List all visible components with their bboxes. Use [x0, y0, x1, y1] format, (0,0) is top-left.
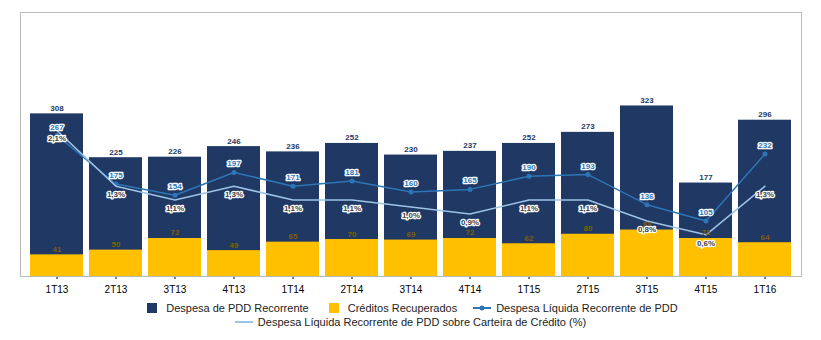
svg-text:230: 230 — [404, 145, 418, 154]
svg-text:0,8%: 0,8% — [638, 225, 656, 234]
svg-text:3T14: 3T14 — [400, 284, 423, 295]
svg-text:80: 80 — [584, 224, 593, 233]
svg-text:0,6%: 0,6% — [697, 238, 715, 247]
svg-text:65: 65 — [289, 232, 298, 241]
svg-text:70: 70 — [348, 230, 357, 239]
svg-text:177: 177 — [699, 173, 713, 182]
svg-text:165: 165 — [463, 176, 477, 185]
svg-text:50: 50 — [112, 240, 121, 249]
svg-text:232: 232 — [758, 141, 772, 150]
html-text:Despesa Líquida Recorrente de: Despesa Líquida Recorrente de PDD — [496, 302, 678, 314]
svg-text:273: 273 — [581, 122, 595, 131]
html-text:Créditos Recuperados: Créditos Recuperados — [347, 302, 458, 314]
svg-text:4T13: 4T13 — [223, 284, 246, 295]
svg-text:246: 246 — [227, 137, 241, 146]
svg-text:1,0%: 1,0% — [402, 211, 420, 220]
svg-text:72: 72 — [702, 228, 711, 237]
svg-text:1,1%: 1,1% — [284, 204, 302, 213]
svg-text:69: 69 — [407, 230, 416, 239]
svg-text:136: 136 — [640, 192, 654, 201]
svg-text:4T15: 4T15 — [695, 284, 718, 295]
svg-text:72: 72 — [171, 228, 180, 237]
svg-text:1T15: 1T15 — [518, 284, 541, 295]
svg-text:105: 105 — [699, 208, 713, 217]
svg-text:2T13: 2T13 — [105, 284, 128, 295]
svg-text:1,1%: 1,1% — [166, 204, 184, 213]
svg-text:2T15: 2T15 — [577, 284, 600, 295]
svg-text:1,3%: 1,3% — [107, 190, 125, 199]
svg-text:72: 72 — [466, 228, 475, 237]
svg-text:160: 160 — [404, 179, 418, 188]
svg-text:64: 64 — [761, 233, 770, 242]
svg-text:41: 41 — [53, 245, 62, 254]
svg-text:171: 171 — [286, 173, 300, 182]
svg-text:193: 193 — [581, 162, 595, 171]
svg-text:236: 236 — [286, 142, 300, 151]
svg-text:190: 190 — [522, 163, 536, 172]
svg-text:323: 323 — [640, 96, 654, 105]
svg-text:62: 62 — [525, 234, 534, 243]
svg-text:226: 226 — [168, 147, 182, 156]
svg-text:252: 252 — [345, 133, 359, 142]
svg-text:3T13: 3T13 — [164, 284, 187, 295]
svg-text:225: 225 — [109, 148, 123, 157]
svg-text:181: 181 — [345, 168, 359, 177]
svg-text:1T14: 1T14 — [282, 284, 305, 295]
svg-text:197: 197 — [227, 159, 241, 168]
svg-text:1,1%: 1,1% — [579, 204, 597, 213]
svg-text:2T14: 2T14 — [341, 284, 364, 295]
svg-text:252: 252 — [522, 133, 536, 142]
svg-text:2,1%: 2,1% — [48, 134, 66, 143]
svg-text:1,1%: 1,1% — [520, 204, 538, 213]
svg-text:0,9%: 0,9% — [461, 218, 479, 227]
svg-text:1,1%: 1,1% — [343, 204, 361, 213]
svg-text:1,3%: 1,3% — [225, 190, 243, 199]
svg-text:3T15: 3T15 — [636, 284, 659, 295]
svg-text:1,3%: 1,3% — [756, 190, 774, 199]
svg-text:154: 154 — [168, 182, 182, 191]
svg-text:1T13: 1T13 — [46, 284, 69, 295]
svg-text:296: 296 — [758, 110, 772, 119]
svg-text:308: 308 — [50, 104, 64, 113]
svg-text:237: 237 — [463, 141, 477, 150]
svg-text:49: 49 — [230, 241, 239, 250]
html-text:Despesa de PDD Recorrente: Despesa de PDD Recorrente — [166, 302, 309, 314]
svg-text:175: 175 — [109, 171, 123, 180]
svg-text:1T16: 1T16 — [754, 284, 777, 295]
html-text:Despesa Líquida Recorrente de: Despesa Líquida Recorrente de PDD sobre … — [257, 316, 587, 328]
svg-text:267: 267 — [50, 123, 64, 132]
svg-text:4T14: 4T14 — [459, 284, 482, 295]
